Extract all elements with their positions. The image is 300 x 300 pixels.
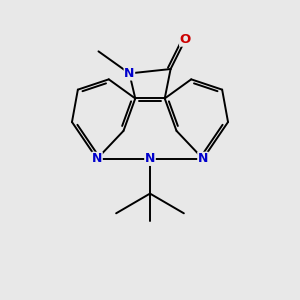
Text: N: N: [145, 152, 155, 165]
Text: N: N: [198, 152, 208, 165]
Text: N: N: [92, 152, 102, 165]
Text: N: N: [124, 67, 135, 80]
Text: O: O: [180, 33, 191, 46]
